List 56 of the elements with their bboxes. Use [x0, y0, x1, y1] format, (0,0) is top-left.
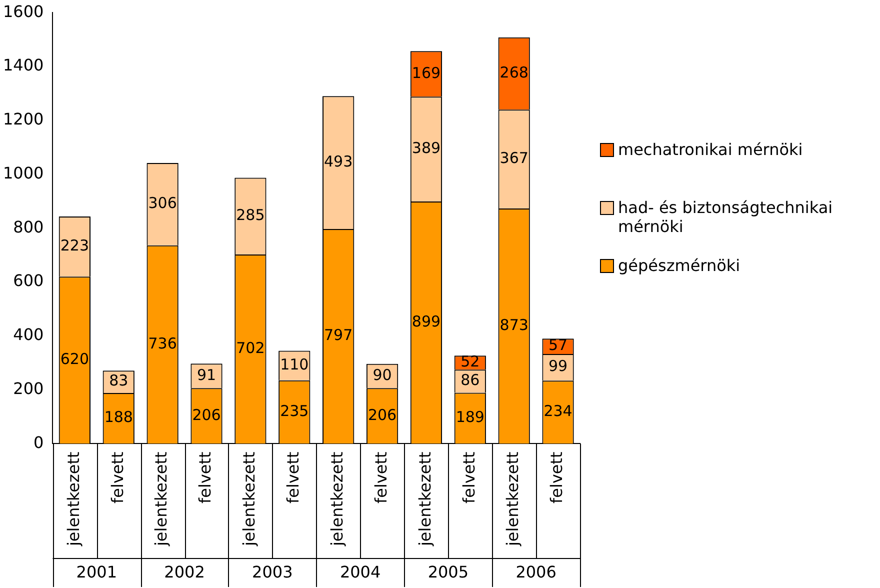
data-label: 206: [192, 406, 221, 424]
x-tick-label: felvett: [547, 452, 566, 504]
x-tick-label: jelentkezett: [415, 452, 434, 548]
data-label: 873: [500, 316, 528, 334]
data-label: 234: [544, 402, 572, 420]
x-tick-label: jelentkezett: [327, 452, 346, 548]
x-tick-label: felvett: [108, 452, 127, 504]
y-tick-label: 800: [13, 217, 44, 236]
text: 2005: [428, 562, 469, 582]
data-label: 268: [500, 63, 528, 82]
x-tick-label: felvett: [371, 452, 390, 504]
y-tick-label: 1600: [3, 2, 44, 21]
data-label: 169: [412, 64, 441, 82]
data-label: 99: [548, 357, 568, 376]
data-label: 235: [280, 402, 309, 420]
data-label: 797: [324, 326, 353, 344]
x-tick-label: jelentkezett: [503, 452, 522, 548]
x-tick-label: felvett: [196, 452, 215, 504]
data-label: 83: [109, 372, 128, 390]
data-label: 736: [148, 334, 177, 352]
x-tick-label: jelentkezett: [240, 452, 259, 548]
y-tick-label: 0: [34, 432, 44, 452]
data-label: 206: [368, 406, 397, 424]
data-label: 285: [236, 206, 265, 224]
text: 2002: [164, 562, 205, 582]
x-tick-label: felvett: [459, 452, 478, 504]
y-tick-label: 1400: [3, 56, 44, 75]
data-label: 702: [236, 339, 265, 357]
y-tick-label: 600: [13, 271, 44, 290]
data-label: 493: [324, 152, 353, 170]
x-tick-label: jelentkezett: [64, 452, 83, 548]
data-label: 188: [104, 408, 133, 426]
y-tick-label: 1200: [3, 110, 44, 129]
y-tick-label: 200: [13, 378, 44, 398]
data-label: 306: [148, 194, 177, 212]
data-label: 367: [500, 148, 528, 167]
text: 2003: [252, 562, 293, 582]
data-label: 899: [412, 312, 441, 330]
legend-label: had- és biztonságtechnikai mérnöki: [618, 198, 834, 236]
text: 2001: [76, 562, 118, 582]
legend-label: gépészmérnöki: [618, 256, 740, 275]
data-label: 223: [60, 236, 90, 254]
data-label: 90: [372, 366, 392, 384]
data-label: 91: [196, 366, 216, 384]
data-label: 620: [60, 350, 90, 368]
x-tick-label: jelentkezett: [152, 452, 171, 548]
text: 2004: [340, 562, 381, 582]
data-label: 86: [460, 371, 480, 390]
data-label: 389: [412, 138, 441, 157]
data-label: 189: [456, 408, 484, 426]
data-label: 110: [280, 355, 309, 374]
legend-label: mechatronikai mérnöki: [618, 140, 803, 159]
y-tick-label: 400: [13, 325, 44, 344]
y-tick-label: 1000: [3, 163, 44, 182]
text: 2006: [516, 562, 556, 582]
x-tick-label: felvett: [284, 452, 303, 504]
